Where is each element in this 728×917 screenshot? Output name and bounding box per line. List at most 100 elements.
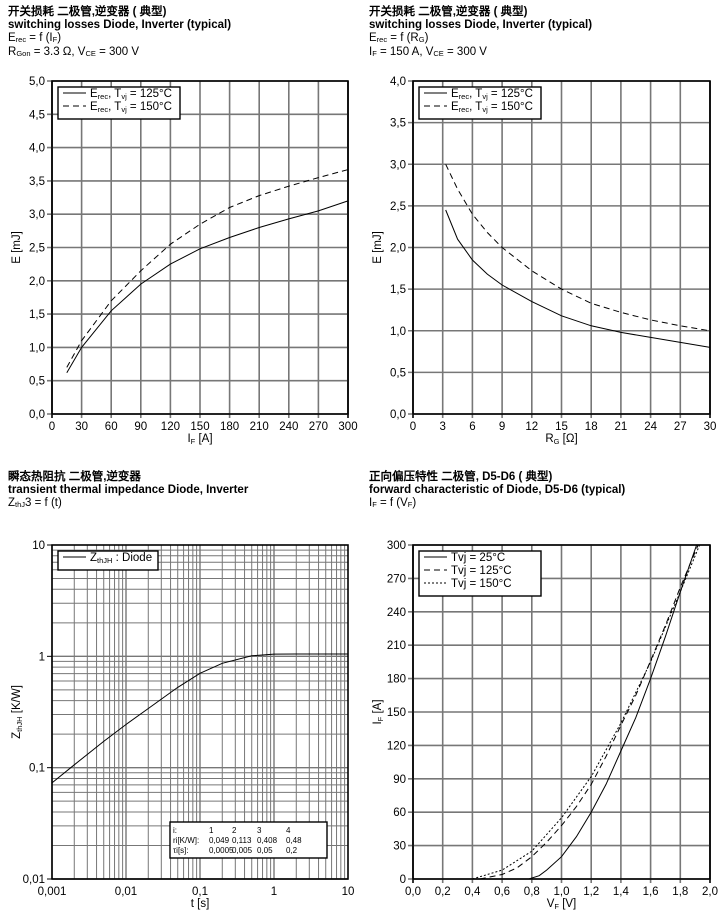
- x-tick-label: 30: [704, 421, 717, 433]
- y-tick-label: 2,0: [29, 276, 45, 288]
- text-segment: [A]: [195, 433, 212, 445]
- y-tick-label: 5,0: [29, 76, 45, 88]
- y-tick-label: 4,0: [390, 76, 406, 88]
- x-tick-label: 210: [250, 421, 269, 433]
- chart-title-cn: 正向偏压特性 二极管, D5-D6 ( 典型): [369, 471, 553, 483]
- subscript: rec: [376, 35, 388, 44]
- text-segment: Z: [90, 552, 97, 564]
- y-tick-label: 180: [387, 674, 406, 686]
- y-tick-label: 1,5: [29, 309, 45, 321]
- chart-title-en: transient thermal impedance Diode, Inver…: [8, 484, 249, 496]
- subscript: G: [554, 437, 560, 446]
- text-segment: = 300 V: [95, 46, 140, 58]
- text-segment: t [s]: [191, 898, 210, 910]
- legend-label: Erec, Tvj = 125°C: [451, 88, 533, 101]
- x-axis-label: VF [V]: [547, 898, 577, 911]
- y-axis-label: E [mJ]: [11, 231, 23, 264]
- text-segment: V: [547, 898, 555, 910]
- x-tick-label: 0,2: [435, 886, 451, 898]
- table-cell: 0,0005: [209, 846, 234, 855]
- x-tick-label: 150: [190, 421, 209, 433]
- chart-condition: ZthJ3 = f (t): [8, 497, 248, 511]
- y-tick-label: 4,5: [29, 109, 45, 121]
- x-tick-label: 1,2: [583, 886, 599, 898]
- y-tick-label: 1,5: [390, 284, 406, 296]
- subscript: thJ: [15, 500, 26, 509]
- text-segment: R: [8, 46, 17, 58]
- subscript: vj: [482, 92, 488, 101]
- x-tick-label: 1,4: [613, 886, 630, 898]
- subscript: rec: [15, 35, 27, 44]
- text-segment: = f (I: [26, 32, 53, 44]
- text-segment: E: [90, 101, 98, 113]
- x-tick-label: 18: [585, 421, 598, 433]
- text-segment: = 300 V: [443, 46, 487, 58]
- subscript: F: [372, 49, 377, 58]
- chart-title-en: forward characteristic of Diode, D5-D6 (…: [369, 484, 626, 496]
- legend-label: ZthJH : Diode: [90, 552, 152, 565]
- x-tick-label: 0: [410, 421, 416, 433]
- chart-2-header: 开关损耗 二极管,逆变器 ( 典型) switching losses Diode…: [369, 6, 592, 60]
- x-tick-label: 0,8: [524, 886, 540, 898]
- x-tick-label: 0,001: [38, 886, 67, 898]
- subscript: F: [376, 716, 385, 721]
- y-tick-label: 3,5: [390, 118, 406, 130]
- text-segment: = 125°C: [127, 88, 172, 100]
- series-line-1: [66, 200, 349, 373]
- text-segment: ): [412, 497, 417, 509]
- subscript: F: [554, 902, 559, 911]
- subscript: CE: [85, 49, 96, 58]
- text-segment: E: [90, 88, 98, 100]
- y-tick-label: 3,5: [29, 176, 45, 188]
- text-segment: I: [187, 433, 190, 445]
- table-cell: τi[s]:: [173, 846, 189, 855]
- subscript: CE: [433, 49, 444, 58]
- plot-frame: [51, 80, 349, 415]
- series-line-2: [445, 164, 711, 332]
- x-tick-label: 0: [49, 421, 55, 433]
- plot-frame: [412, 80, 711, 415]
- x-tick-label: 1,8: [672, 886, 688, 898]
- x-tick-label: 3: [439, 421, 445, 433]
- subscript: thJH: [15, 716, 24, 731]
- x-axis-label: RG [Ω]: [545, 433, 577, 446]
- chart-condition: Erec = f (RG): [369, 32, 592, 46]
- text-segment: 3 = f (t): [25, 497, 62, 509]
- x-tick-label: 180: [220, 421, 239, 433]
- x-tick-label: 0,0: [405, 886, 421, 898]
- y-axis-label: E [mJ]: [372, 231, 384, 264]
- plot-frame: [51, 544, 349, 880]
- y-tick-label: 3,0: [29, 209, 45, 221]
- y-tick-label: 0: [400, 874, 406, 886]
- x-tick-label: 10: [342, 886, 355, 898]
- y-tick-label: 30: [393, 841, 406, 853]
- text-segment: Z: [8, 497, 16, 509]
- text-segment: E: [451, 101, 459, 113]
- series-line-1: [445, 209, 711, 348]
- table-cell: i:: [173, 826, 177, 835]
- subscript: rec: [98, 105, 109, 114]
- x-tick-label: 12: [525, 421, 538, 433]
- y-tick-label: 4,0: [29, 143, 45, 155]
- series-line-2: [479, 544, 699, 880]
- y-tick-label: 90: [393, 774, 406, 786]
- subscript: vj: [121, 92, 127, 101]
- x-axis-label: t [s]: [191, 898, 210, 910]
- text-segment: [A]: [372, 699, 384, 716]
- chart-4-header: 正向偏压特性 二极管, D5-D6 ( 典型) forward character…: [369, 471, 625, 511]
- x-tick-label: 1,6: [643, 886, 659, 898]
- text-segment: I: [369, 497, 373, 509]
- chart-condition: RGon = 3.3 Ω, VCE = 300 V: [8, 46, 231, 60]
- table-cell: 0,2: [286, 846, 298, 855]
- y-tick-label: 0,1: [29, 763, 45, 775]
- y-tick-label: 10: [32, 540, 45, 552]
- subscript: rec: [459, 105, 470, 114]
- y-tick-label: 1,0: [390, 326, 406, 338]
- chart-3-header: 瞬态热阻抗 二极管,逆变器 transient thermal impedance…: [8, 471, 248, 511]
- x-tick-label: 0,4: [464, 886, 481, 898]
- x-tick-label: 15: [555, 421, 568, 433]
- x-tick-label: 270: [309, 421, 328, 433]
- table-cell: 2: [232, 826, 237, 835]
